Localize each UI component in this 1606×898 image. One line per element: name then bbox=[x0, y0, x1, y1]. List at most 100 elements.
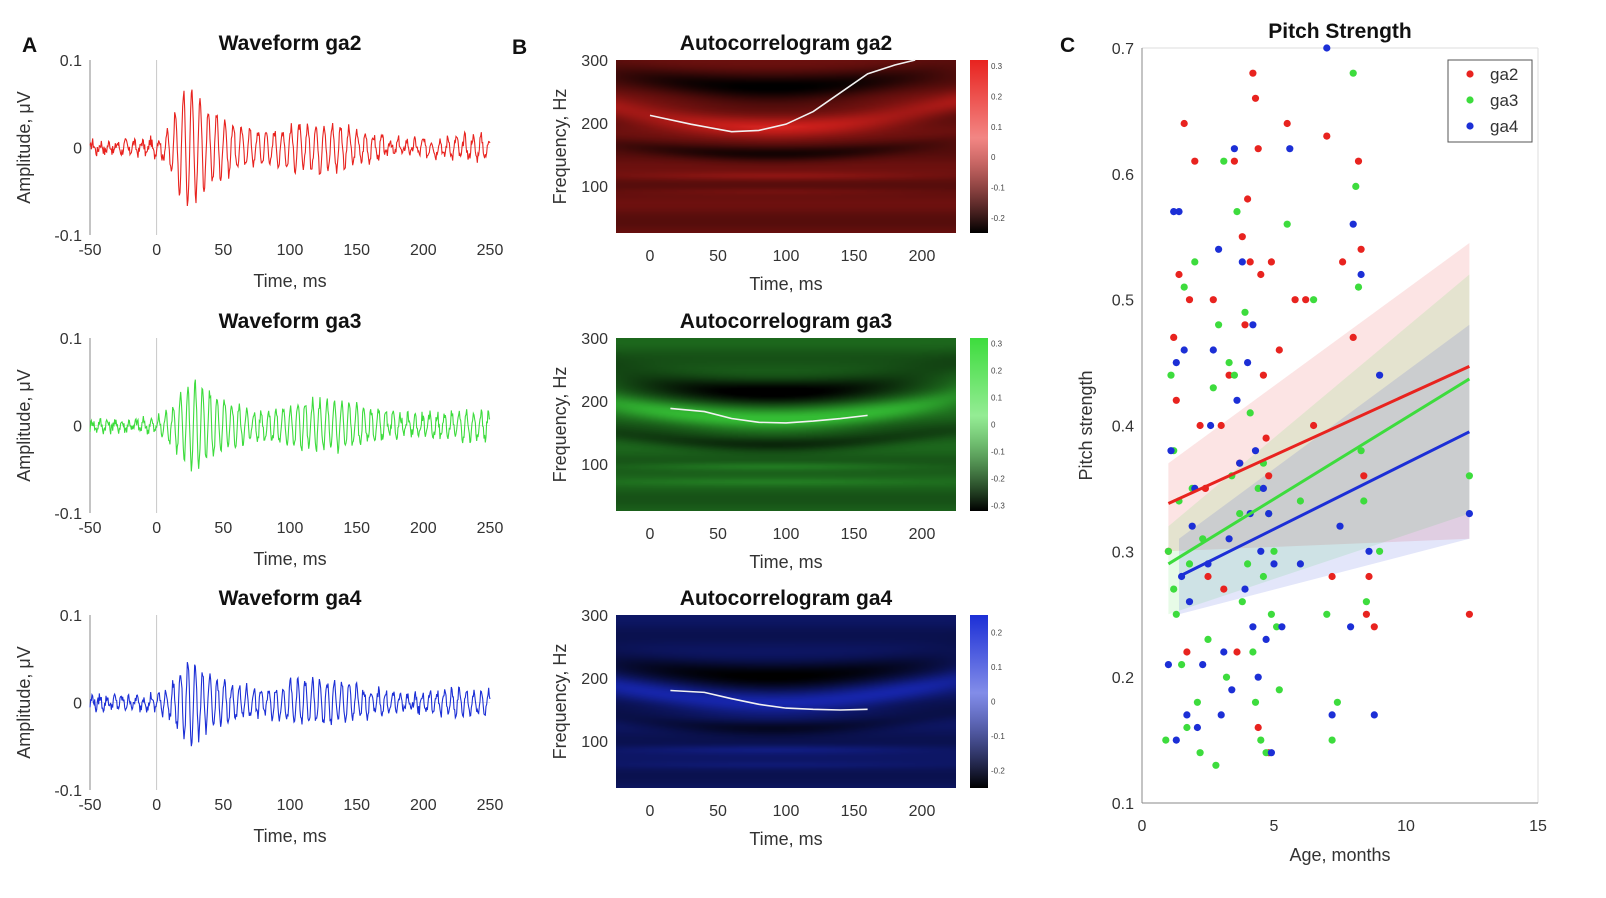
data-point-ga4 bbox=[1217, 711, 1225, 719]
data-point-ga2 bbox=[1244, 195, 1252, 203]
x-axis-label: Time, ms bbox=[253, 549, 326, 569]
data-point-ga3 bbox=[1328, 736, 1336, 744]
x-tick-label: 200 bbox=[410, 520, 437, 537]
data-point-ga2 bbox=[1230, 157, 1238, 165]
x-tick-label: 0 bbox=[152, 520, 161, 537]
chart-title: Pitch Strength bbox=[1268, 20, 1412, 43]
data-point-ga4 bbox=[1347, 623, 1355, 631]
colorbar-tick-label: -0.2 bbox=[991, 475, 1005, 484]
x-tick-label: 150 bbox=[841, 248, 868, 265]
data-point-ga4 bbox=[1170, 208, 1178, 216]
legend: ga2 ga3 ga4 bbox=[1447, 59, 1533, 143]
data-point-ga4 bbox=[1207, 421, 1215, 430]
colorbar-tick-label: 0.2 bbox=[991, 92, 1003, 101]
y-tick-label: 300 bbox=[581, 53, 608, 70]
waveform-chart-ga4: -50 0 50 100 150 200 250 0.1 0 -0.1 Time, ms Amplit… bbox=[14, 587, 503, 846]
data-point-ga3 bbox=[1233, 208, 1241, 216]
data-point-ga3 bbox=[1273, 623, 1281, 631]
x-axis-label: Time, ms bbox=[253, 826, 326, 846]
x-tick-label: 15 bbox=[1529, 818, 1547, 835]
y-tick-label: 0.7 bbox=[1112, 41, 1134, 58]
autocorrelogram-chart-ga4: 0 50 100 150 200 300 200 100 Time, ms Frequency, … bbox=[550, 587, 1005, 849]
data-point-ga4 bbox=[1251, 447, 1260, 455]
x-tick-label: 0 bbox=[646, 248, 655, 265]
data-point-ga3 bbox=[1352, 182, 1360, 190]
chart-title: Autocorrelogram ga3 bbox=[680, 310, 892, 333]
data-point-ga2 bbox=[1362, 610, 1370, 618]
y-tick-label: -0.1 bbox=[54, 783, 82, 800]
x-tick-label: 0 bbox=[1138, 818, 1147, 835]
y-tick-label: 100 bbox=[581, 734, 608, 751]
x-axis-label: Time, ms bbox=[749, 274, 822, 294]
data-point-ga4 bbox=[1376, 371, 1384, 379]
x-axis-label: Time, ms bbox=[253, 271, 326, 291]
x-tick-label: 50 bbox=[709, 248, 727, 265]
data-point-ga2 bbox=[1172, 396, 1180, 404]
data-point-ga3 bbox=[1376, 547, 1384, 555]
data-point-ga3 bbox=[1246, 409, 1254, 417]
data-point-ga3 bbox=[1296, 497, 1304, 505]
x-tick-label: 150 bbox=[841, 803, 868, 820]
x-tick-label: 200 bbox=[909, 526, 936, 543]
data-point-ga3 bbox=[1251, 698, 1260, 706]
y-tick-label: 0.6 bbox=[1112, 167, 1134, 184]
data-point-ga3 bbox=[1170, 585, 1178, 593]
x-tick-label: 200 bbox=[410, 797, 437, 814]
y-tick-label: 100 bbox=[581, 457, 608, 474]
data-point-ga3 bbox=[1222, 673, 1231, 681]
data-point-ga2 bbox=[1254, 145, 1262, 153]
y-tick-label: 200 bbox=[581, 116, 608, 133]
data-point-ga3 bbox=[1249, 648, 1257, 656]
colorbar-tick-label: -0.2 bbox=[991, 214, 1005, 223]
data-point-ga4 bbox=[1215, 245, 1223, 253]
data-point-ga3 bbox=[1185, 560, 1194, 568]
data-point-ga2 bbox=[1357, 245, 1365, 253]
data-point-ga4 bbox=[1199, 661, 1207, 669]
x-tick-label: 100 bbox=[773, 248, 800, 265]
data-point-ga4 bbox=[1286, 145, 1294, 153]
data-point-ga3 bbox=[1333, 698, 1341, 706]
data-point-ga4 bbox=[1225, 535, 1233, 543]
data-point-ga4 bbox=[1323, 44, 1331, 52]
data-point-ga4 bbox=[1328, 711, 1336, 719]
data-point-ga4 bbox=[1254, 673, 1262, 681]
pitch-track-ga4 bbox=[670, 689, 868, 711]
x-tick-label: 150 bbox=[343, 520, 370, 537]
y-tick-label: 0.1 bbox=[60, 608, 82, 625]
data-point-ga3 bbox=[1230, 371, 1238, 379]
data-point-ga2 bbox=[1465, 610, 1473, 618]
x-tick-label: -50 bbox=[78, 797, 101, 814]
data-point-ga2 bbox=[1209, 296, 1217, 304]
data-point-ga3 bbox=[1196, 749, 1204, 757]
data-point-ga3 bbox=[1349, 69, 1357, 77]
x-tick-label: 200 bbox=[410, 242, 437, 259]
x-tick-label: 250 bbox=[477, 520, 504, 537]
chart-title: Autocorrelogram ga4 bbox=[680, 587, 893, 610]
y-tick-label: 200 bbox=[581, 394, 608, 411]
colorbar-tick-label: 0.1 bbox=[991, 123, 1003, 132]
y-axis-label: Amplitude, μV bbox=[14, 91, 34, 203]
colorbar-ga3 bbox=[970, 338, 988, 511]
data-point-ga4 bbox=[1244, 359, 1252, 367]
data-point-ga4 bbox=[1465, 509, 1473, 518]
data-point-ga2 bbox=[1291, 296, 1299, 304]
data-point-ga4 bbox=[1230, 145, 1238, 153]
data-point-ga2 bbox=[1204, 572, 1212, 581]
data-point-ga2 bbox=[1257, 270, 1265, 279]
data-point-ga2 bbox=[1259, 371, 1267, 379]
data-point-ga2 bbox=[1238, 233, 1246, 241]
y-tick-label: 0 bbox=[73, 696, 82, 713]
colorbar-tick-label: -0.1 bbox=[991, 448, 1005, 457]
legend-marker-ga2 bbox=[1466, 70, 1474, 78]
y-tick-label: 0.4 bbox=[1112, 419, 1134, 436]
autocorrelogram-heatmap-ga2 bbox=[616, 60, 956, 233]
data-point-ga2 bbox=[1220, 585, 1228, 593]
data-point-ga3 bbox=[1323, 610, 1331, 618]
data-point-ga2 bbox=[1180, 119, 1188, 128]
colorbar-tick-label: -0.1 bbox=[991, 732, 1005, 741]
x-tick-label: 250 bbox=[477, 242, 504, 259]
data-point-ga3 bbox=[1238, 598, 1246, 606]
data-point-ga3 bbox=[1225, 359, 1233, 367]
